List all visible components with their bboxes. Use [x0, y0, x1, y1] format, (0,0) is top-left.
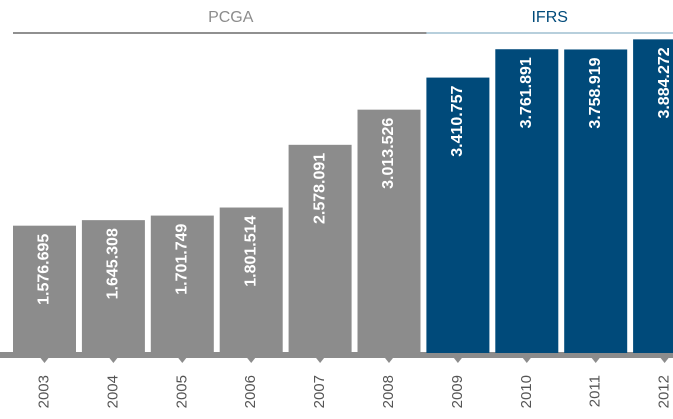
value-label: 1.701.749	[174, 223, 191, 294]
x-tick-label: 2011	[587, 375, 604, 407]
value-label: 3.758.919	[587, 57, 604, 128]
x-tick-label: 2006	[242, 375, 259, 408]
x-tick-label: 2007	[311, 375, 328, 408]
tick-mark	[522, 358, 531, 363]
tick-mark	[591, 358, 600, 363]
bar	[357, 109, 421, 353]
bar	[495, 49, 559, 354]
value-label: 1.576.695	[36, 234, 53, 305]
x-tick-label: 2005	[173, 375, 190, 408]
value-label: 3.013.526	[380, 118, 397, 189]
tick-mark	[40, 358, 49, 363]
tick-mark	[316, 358, 325, 363]
x-tick-label: 2009	[449, 375, 466, 408]
tick-mark	[178, 358, 187, 363]
value-label: 3.761.891	[518, 57, 535, 128]
tick-mark	[247, 358, 256, 363]
legend-label: IFRS	[531, 9, 567, 26]
tick-mark	[109, 358, 118, 363]
bar	[219, 207, 283, 353]
legend-label: PCGA	[208, 9, 254, 26]
tick-mark	[385, 358, 393, 363]
value-label: 1.645.308	[105, 228, 122, 299]
bar	[288, 144, 352, 353]
bar	[633, 39, 673, 354]
baseline	[0, 352, 673, 358]
value-label: 3.410.757	[449, 85, 466, 156]
x-tick-label: 2003	[35, 375, 52, 408]
x-tick-label: 2010	[518, 375, 535, 408]
value-label: 2.578.091	[311, 153, 328, 224]
value-label: 3.884.272	[656, 47, 673, 118]
bar	[13, 225, 76, 353]
tick-mark	[453, 358, 462, 363]
bar	[564, 49, 628, 354]
x-tick-label: 2012	[656, 375, 673, 408]
tick-mark	[660, 358, 669, 363]
x-tick-label: 2008	[380, 375, 397, 408]
bar	[81, 220, 145, 353]
bar	[150, 215, 214, 353]
value-label: 1.801.514	[242, 215, 259, 286]
x-tick-label: 2004	[104, 375, 121, 408]
bar	[426, 77, 490, 354]
